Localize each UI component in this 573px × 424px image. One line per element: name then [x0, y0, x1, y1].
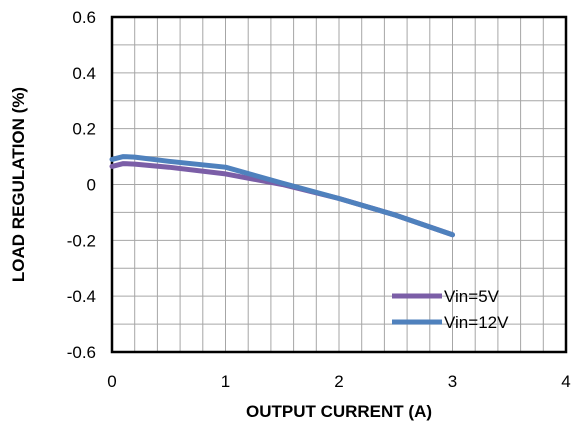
series-line [109, 161, 455, 238]
x-tick-label: 1 [221, 372, 230, 391]
series-line [109, 154, 455, 238]
y-tick-label: 0 [87, 176, 96, 195]
plot-frame [110, 15, 568, 354]
x-tick-label: 3 [448, 372, 457, 391]
y-tick-label: 0.6 [72, 8, 96, 27]
y-tick-label: 0.2 [72, 120, 96, 139]
series-lines [109, 154, 455, 238]
y-tick-label: 0.4 [72, 64, 96, 83]
y-tick-labels: 0.6 0.4 0.2 0 -0.2 -0.4 -0.6 [67, 8, 96, 362]
x-tick-label: 2 [334, 372, 343, 391]
x-tick-label: 0 [107, 372, 116, 391]
x-axis-title: OUTPUT CURRENT (A) [246, 402, 432, 421]
legend: Vin=5V Vin=12V [392, 287, 509, 332]
y-tick-label: -0.6 [67, 343, 96, 362]
legend-label: Vin=5V [444, 287, 500, 306]
y-axis-title: LOAD REGULATION (%) [9, 87, 28, 282]
x-tick-label: 4 [561, 372, 570, 391]
y-tick-label: -0.4 [67, 287, 96, 306]
legend-label: Vin=12V [444, 313, 509, 332]
y-tick-label: -0.2 [67, 231, 96, 250]
x-tick-labels: 0 1 2 3 4 [107, 372, 570, 391]
